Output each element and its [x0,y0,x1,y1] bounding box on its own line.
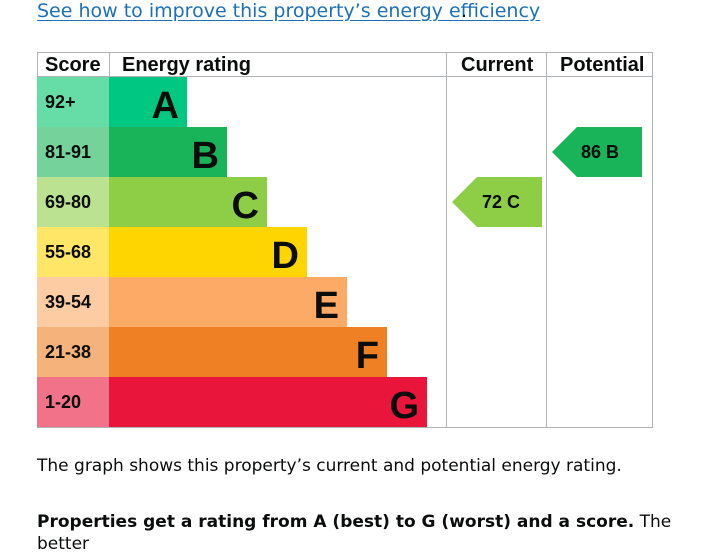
band-letter-b: B [191,135,219,177]
rating-explanation: Properties get a rating from A (best) to… [37,511,728,555]
band-bar-g: G [109,377,427,427]
potential-header: Potential [560,54,645,76]
band-bar-d: D [109,227,307,277]
potential-rating-arrow: 86 B [552,127,642,177]
band-score-d: 55-68 [37,227,109,277]
band-score-g: 1-20 [37,377,109,427]
band-letter-e: E [313,285,339,327]
current-rating-arrow: 72 C [452,177,542,227]
graph-description: The graph shows this property’s current … [37,456,622,476]
band-score-b: 81-91 [37,127,109,177]
band-letter-f: F [355,335,379,377]
band-bar-e: E [109,277,347,327]
band-bar-f: F [109,327,387,377]
band-letter-d: D [271,235,299,277]
band-letter-a: A [151,85,179,127]
band-score-c: 69-80 [37,177,109,227]
current-rating-label: 72 C [482,192,521,212]
band-score-e: 39-54 [37,277,109,327]
potential-column-divider [546,52,547,427]
energy-rating-chart: Score Energy rating Current Potential 92… [37,52,653,428]
link-trailing-period: . [461,0,468,22]
current-arrow-shape [452,177,542,227]
band-score-f: 21-38 [37,327,109,377]
score-column-divider [109,52,110,77]
potential-arrow-shape [552,127,642,177]
rating-explanation-bold: Properties get a rating from A (best) to… [37,512,635,532]
energy-rating-header: Energy rating [122,54,251,76]
band-score-a: 92+ [37,77,109,127]
band-bar-c: C [109,177,267,227]
improve-efficiency-link[interactable]: See how to improve this property’s energ… [37,0,541,22]
score-header: Score [45,54,101,76]
band-letter-g: G [389,385,419,427]
potential-rating-label: 86 B [581,142,620,162]
band-bar-a: A [109,77,187,127]
header-divider [37,76,652,77]
band-letter-c: C [231,185,259,227]
band-bar-b: B [109,127,227,177]
current-column-divider [446,52,447,427]
current-header: Current [461,54,534,76]
